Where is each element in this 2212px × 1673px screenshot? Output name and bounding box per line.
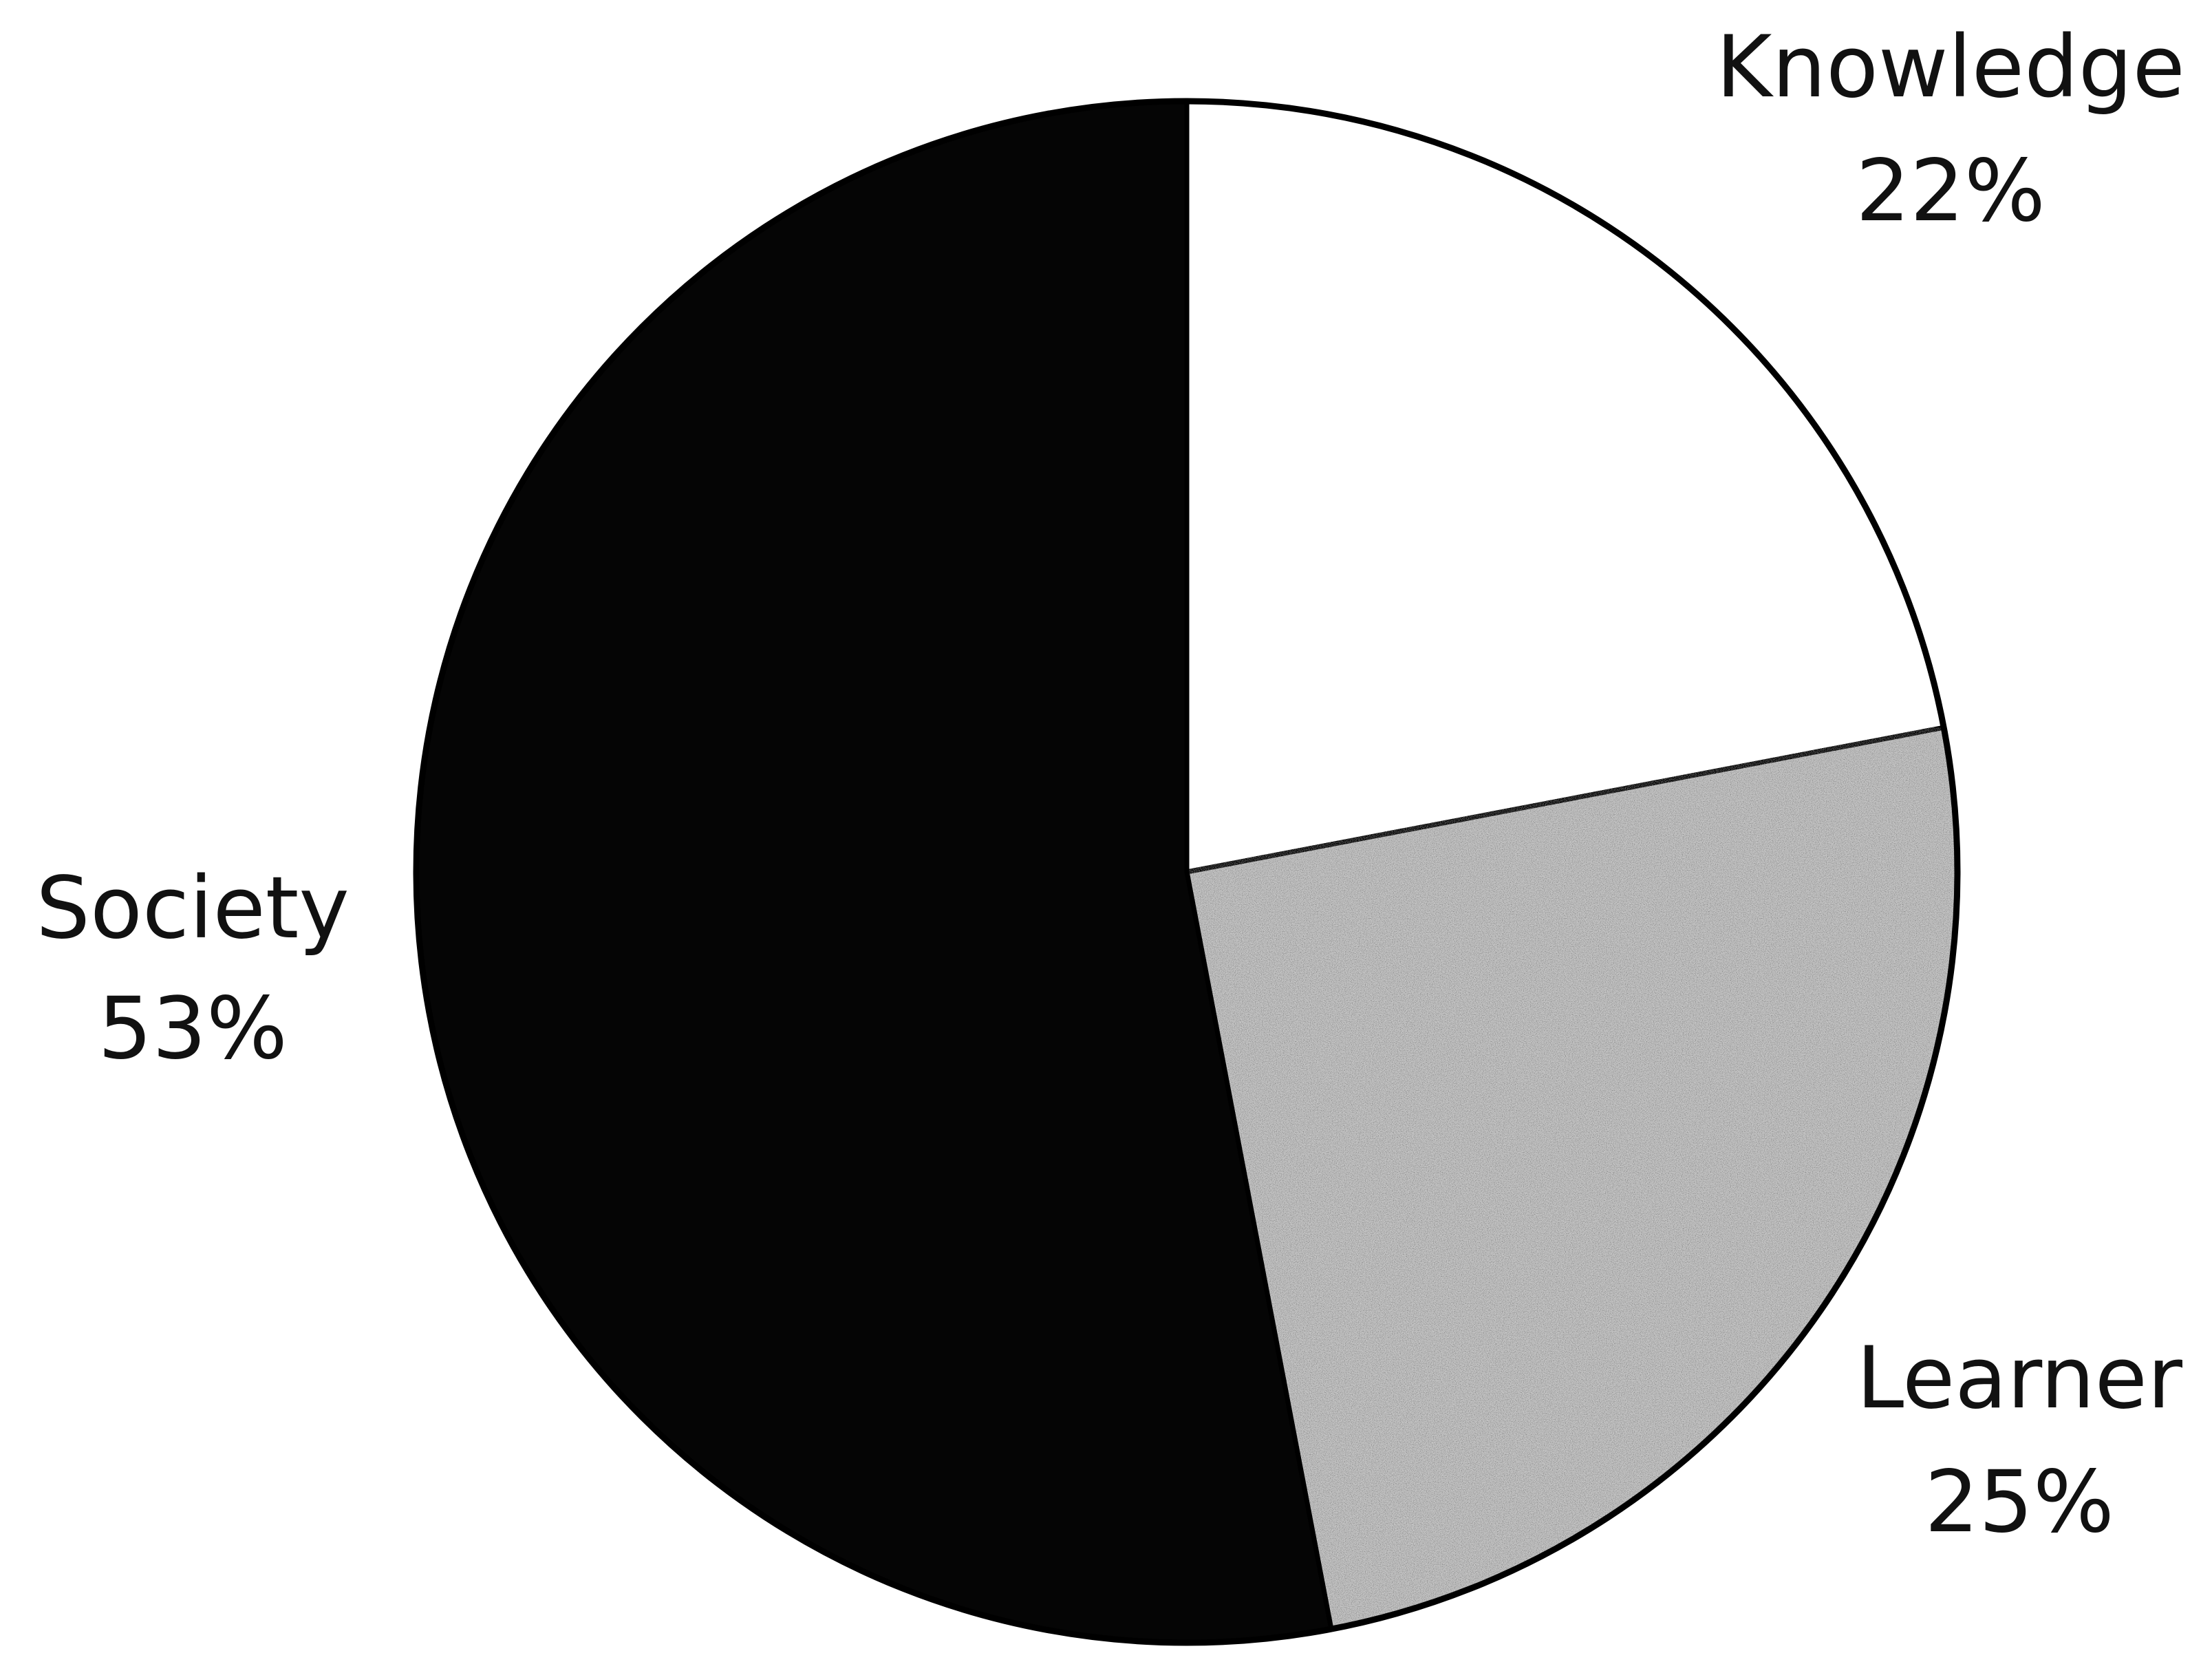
- slice-value-knowledge: 22%: [1856, 142, 2045, 241]
- pie-slices: [414, 98, 1960, 1645]
- slice-value-learner: 25%: [1924, 1453, 2114, 1552]
- slice-label-society: Society: [36, 859, 350, 958]
- pie-outline: [413, 98, 1961, 1646]
- slice-value-society: 53%: [98, 979, 288, 1078]
- slice-label-learner: Learner: [1856, 1329, 2182, 1428]
- slice-label-knowledge: Knowledge: [1716, 18, 2185, 117]
